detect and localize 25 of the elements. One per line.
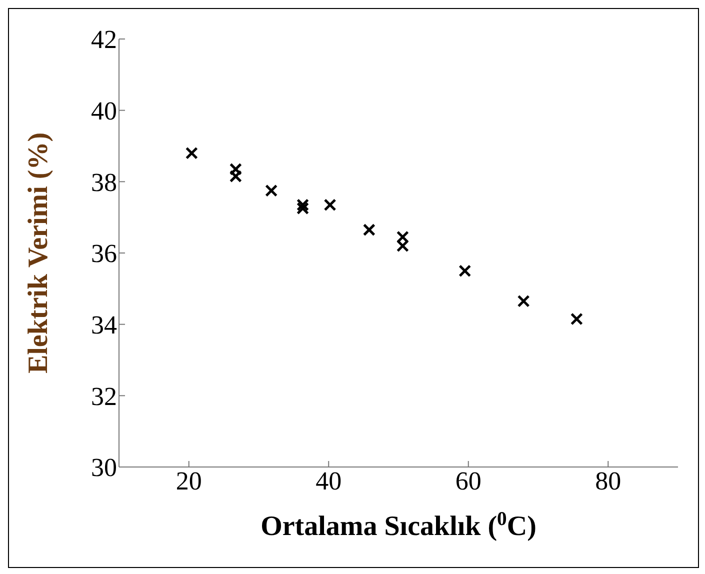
y-tick-label: 34 [91,310,117,340]
point [229,170,242,183]
y-tick-label: 30 [91,453,117,482]
y-tick-label: 40 [91,96,117,126]
point [296,202,310,215]
point [265,184,278,197]
y-axis-title: Elektrik Verimi (%) [23,132,54,374]
point [296,198,310,212]
x-tick-label: 80 [595,466,622,496]
point [396,240,409,252]
x-tick-label: 40 [316,466,342,496]
point [229,162,242,176]
y-tick-label: 38 [91,168,117,197]
y-tick-label: 32 [91,382,117,411]
y-tick-label: 36 [91,239,117,268]
point [517,294,530,308]
point [570,312,583,326]
x-axis-title: Ortalama Sıcaklık ($^{0}$C) [260,508,536,542]
point [324,198,336,212]
point [185,146,198,160]
y-tick-label: 42 [91,25,117,54]
point [362,224,376,236]
x-tick-label: 20 [176,466,202,496]
x-tick-label: 60 [455,466,482,496]
point [458,264,472,278]
